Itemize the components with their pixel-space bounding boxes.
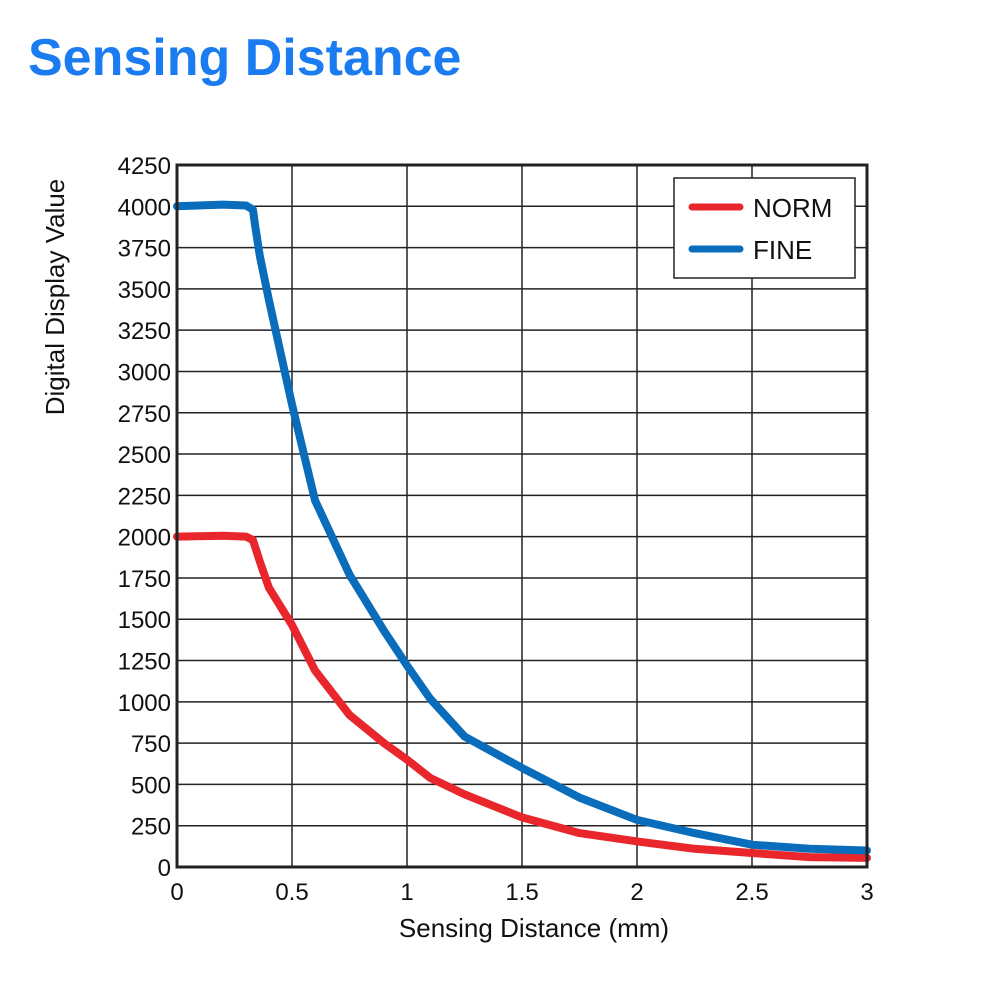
y-tick-label: 1000 bbox=[118, 690, 171, 717]
series-line-fine bbox=[173, 200, 871, 855]
grid bbox=[176, 164, 868, 868]
series-lines bbox=[173, 200, 871, 862]
y-tick-label: 500 bbox=[131, 772, 171, 799]
legend-label-fine: FINE bbox=[753, 235, 812, 265]
x-tick-label: 1.5 bbox=[505, 879, 538, 906]
plot-frame bbox=[175, 163, 869, 869]
series-line-norm bbox=[173, 531, 871, 862]
y-tick-label: 4250 bbox=[118, 153, 171, 180]
y-tick-label: 0 bbox=[158, 855, 171, 882]
y-tick-label: 4000 bbox=[118, 194, 171, 221]
legend-label-norm: NORM bbox=[753, 193, 832, 223]
x-tick-label: 0.5 bbox=[275, 879, 308, 906]
x-tick-label: 1 bbox=[400, 879, 413, 906]
tick-labels: 0 0.5 1 1.5 2 2.5 3 0 250 500 750 1000 1250 1500 1750 2… bbox=[118, 153, 874, 906]
y-tick-label: 1250 bbox=[118, 649, 171, 676]
y-tick-label: 3000 bbox=[118, 359, 171, 386]
y-tick-label: 3250 bbox=[118, 318, 171, 345]
y-tick-label: 2250 bbox=[118, 483, 171, 510]
legend-box bbox=[673, 177, 856, 279]
x-axis-label: Sensing Distance (mm) bbox=[399, 913, 669, 943]
y-tick-label: 750 bbox=[131, 731, 171, 758]
y-tick-label: 3500 bbox=[118, 277, 171, 304]
y-tick-label: 3750 bbox=[118, 236, 171, 263]
y-axis-label: Digital Display Value bbox=[40, 179, 70, 416]
y-tick-label: 2000 bbox=[118, 525, 171, 552]
y-tick-label: 1500 bbox=[118, 607, 171, 634]
y-tick-label: 1750 bbox=[118, 566, 171, 593]
y-tick-label: 2750 bbox=[118, 401, 171, 428]
x-tick-label: 2 bbox=[630, 879, 643, 906]
page-title: Sensing Distance bbox=[28, 29, 462, 87]
x-tick-label: 0 bbox=[170, 879, 183, 906]
legend: NORM FINE bbox=[673, 177, 856, 279]
y-tick-label: 250 bbox=[131, 814, 171, 841]
x-tick-label: 2.5 bbox=[735, 879, 768, 906]
x-tick-label: 3 bbox=[860, 879, 873, 906]
y-tick-label: 2500 bbox=[118, 442, 171, 469]
